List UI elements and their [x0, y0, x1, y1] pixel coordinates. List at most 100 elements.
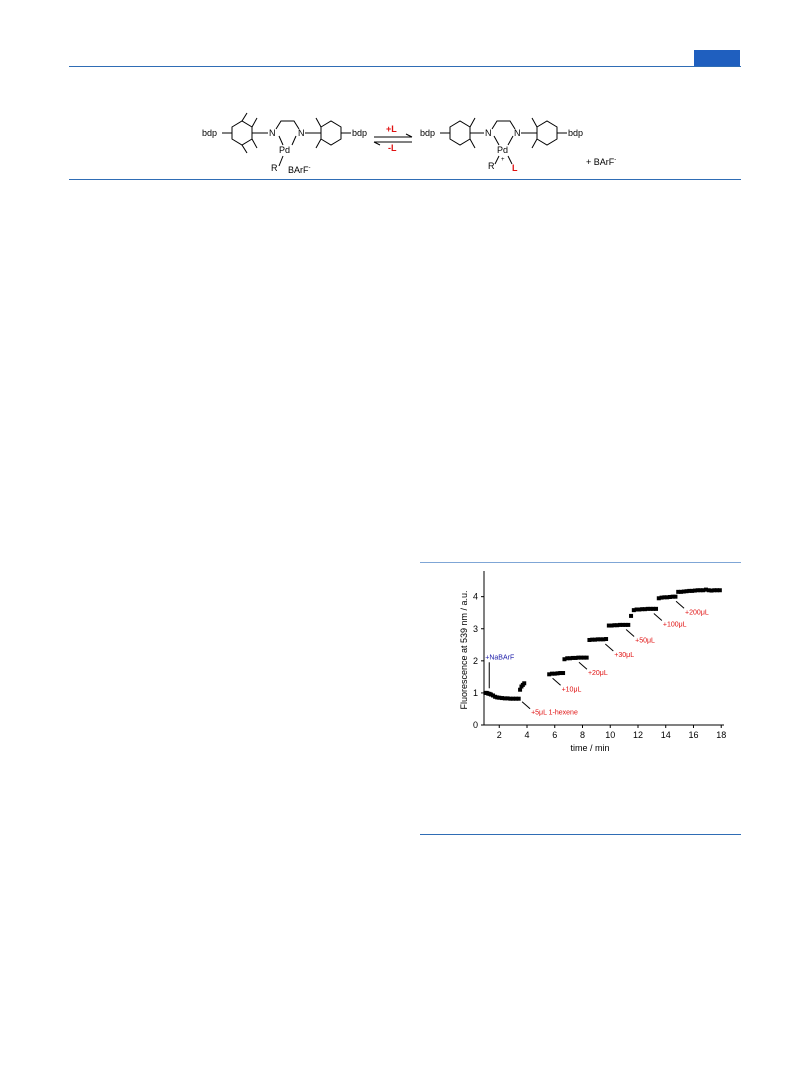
data-point [678, 589, 683, 594]
data-point [698, 588, 703, 593]
left-bdp-label-1: bdp [202, 128, 217, 138]
reverse-arrow-label: -L [388, 143, 397, 153]
data-point [500, 696, 505, 701]
x-axis-label: time / min [570, 743, 609, 753]
right-n-label-2: N [514, 128, 521, 138]
data-point [629, 613, 634, 618]
data-point [488, 692, 493, 697]
left-n-label-1: N [269, 128, 276, 138]
data-point [570, 655, 575, 660]
data-point [491, 693, 496, 698]
right-bdp-label-1: bdp [420, 128, 435, 138]
header-rule [69, 66, 741, 67]
y-tick-label: 3 [473, 624, 478, 634]
annotation-arrow [625, 629, 635, 637]
right-diimine [491, 120, 516, 130]
data-point [493, 694, 498, 699]
data-point [508, 696, 513, 701]
data-point [684, 589, 689, 594]
data-point [676, 589, 681, 594]
annotation-arrow [675, 600, 685, 609]
annotation-label: +100μL [663, 621, 687, 628]
data-point [656, 596, 661, 601]
annotation-arrow [521, 701, 531, 710]
data-point [511, 696, 516, 701]
data-point [522, 681, 527, 686]
data-point [547, 672, 552, 677]
data-point [659, 595, 664, 600]
figure-bottom-rule [420, 834, 741, 835]
left-counterion-label: BArF- [288, 165, 311, 175]
left-counterion-label-charge: - [309, 165, 311, 171]
y-tick-label: 2 [473, 656, 478, 666]
data-point [623, 622, 628, 627]
data-point [552, 671, 557, 676]
data-point [642, 607, 647, 612]
left-pd-label: Pd [279, 145, 290, 155]
y-tick-label: 1 [473, 688, 478, 698]
right-l-label: L [512, 163, 518, 173]
data-point [568, 656, 573, 661]
data-point [513, 696, 518, 701]
left-aryl-ring-2 [320, 120, 342, 146]
data-point [495, 695, 500, 700]
annotation-label: +30μL [614, 652, 634, 659]
data-point [651, 606, 656, 611]
data-point [576, 655, 581, 660]
data-point [592, 637, 597, 642]
annotation-arrow [552, 677, 561, 686]
right-n-label-1: N [485, 128, 492, 138]
data-point [601, 637, 606, 642]
data-point [497, 695, 502, 700]
x-tick-label: 4 [524, 730, 529, 740]
annotation-label: +NaBArF [485, 654, 514, 661]
annotations: +NaBArF +5μL 1-hexene +10μL +20μL +30μL+50μL… [485, 600, 709, 717]
data-point [615, 623, 620, 628]
x-tick-label: 16 [688, 730, 698, 740]
data-point [562, 657, 567, 662]
data-point [590, 637, 595, 642]
data-point [654, 606, 659, 611]
data-point [634, 607, 639, 612]
data-point [617, 622, 622, 627]
annotation-arrow [604, 643, 614, 652]
data-point [579, 655, 584, 660]
data-point [717, 588, 722, 593]
annotation-label: +10μL [562, 686, 582, 693]
right-counterion-label: + BArF- [586, 157, 616, 167]
y-tick-label: 0 [473, 720, 478, 730]
data-point [706, 588, 711, 593]
data-point [687, 588, 692, 593]
data-point [640, 607, 645, 612]
data-point [609, 623, 614, 628]
data-point [606, 623, 611, 628]
data-point [703, 587, 708, 592]
left-aryl-ring-1 [231, 120, 253, 146]
data-point [516, 696, 521, 701]
data-point [695, 588, 700, 593]
data-point [505, 696, 510, 701]
data-point [595, 637, 600, 642]
right-aryl-ring-2 [536, 120, 558, 146]
data-point [709, 588, 714, 593]
data-point [518, 687, 523, 692]
forward-arrow-label: +L [386, 124, 397, 134]
x-tick-label: 8 [580, 730, 585, 740]
data-point [549, 671, 554, 676]
left-diimine [275, 120, 300, 130]
data-point [584, 655, 589, 660]
data-point [645, 606, 650, 611]
data-point [581, 655, 586, 660]
data-point [670, 594, 675, 599]
data-point [701, 588, 706, 593]
data-point [715, 588, 720, 593]
data-point [637, 607, 642, 612]
annotation-label: +5μL 1-hexene [531, 710, 578, 717]
data-point [573, 655, 578, 660]
x-tick-label: 2 [497, 730, 502, 740]
right-plus-label: + [501, 157, 505, 163]
annotation-label: +200μL [685, 609, 709, 616]
left-bdp-label-2: bdp [352, 128, 367, 138]
